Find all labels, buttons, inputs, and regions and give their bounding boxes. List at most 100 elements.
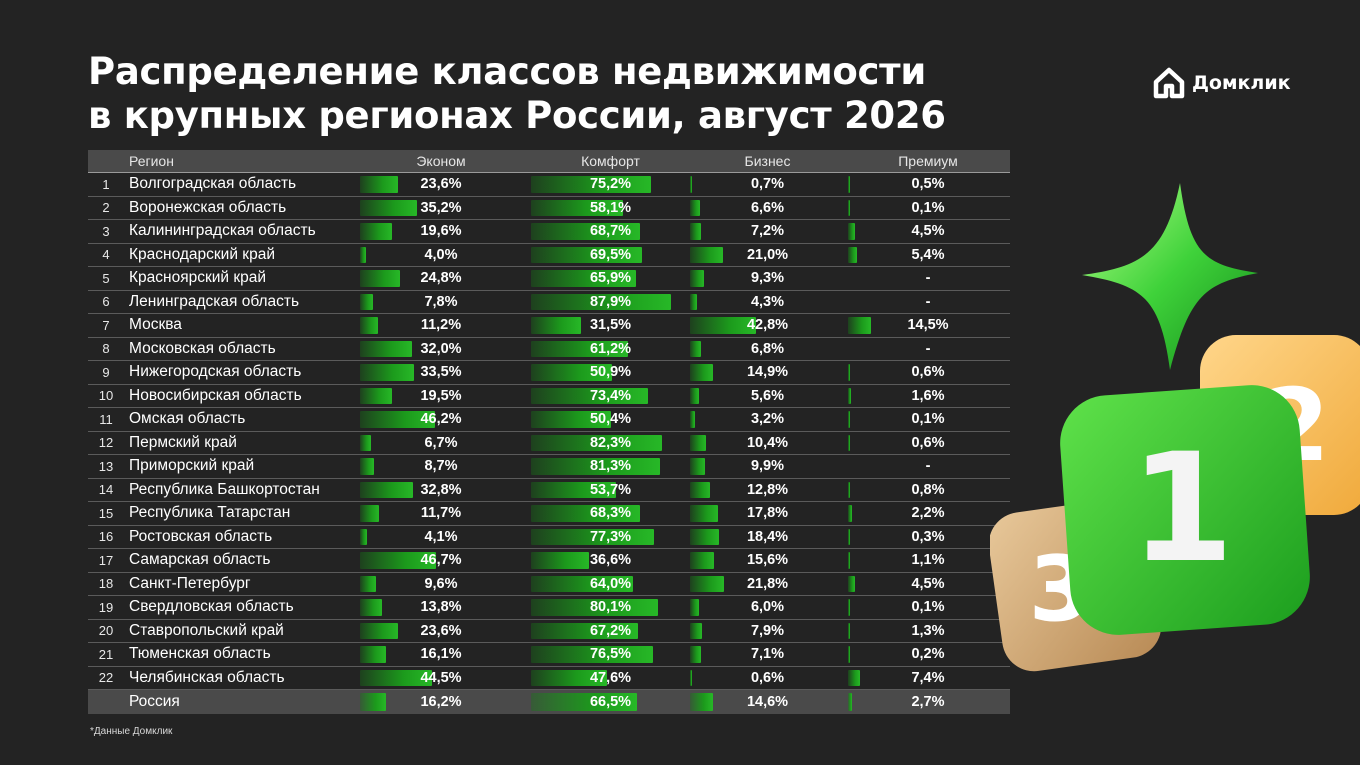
cell-ekonom-value: 13,8% — [420, 599, 462, 616]
cell-komfort: 47,6% — [531, 667, 690, 690]
bar-biznes — [690, 270, 704, 287]
cell-biznes-value: 6,0% — [750, 599, 785, 616]
cell-komfort: 67,2% — [531, 620, 690, 643]
cell-ekonom-value: 8,7% — [424, 458, 458, 475]
cell-premium-value: 0,8% — [911, 481, 945, 498]
row-number — [88, 690, 124, 714]
row-number: 18 — [98, 576, 114, 592]
cell-komfort: 77,3% — [531, 526, 690, 549]
row-region: Волгоградская область — [129, 175, 297, 193]
cell-biznes: 12,8% — [690, 479, 845, 502]
cell-komfort: 65,9% — [531, 267, 690, 290]
row-number: 2 — [102, 200, 110, 216]
table-row: 11 Омская область 46,2% 50,4% 3,2% 0,1% — [88, 408, 1010, 432]
cell-biznes: 7,9% — [690, 620, 845, 643]
bar-ekonom — [360, 693, 386, 711]
row-number: 13 — [98, 458, 114, 474]
cell-premium-value: 0,2% — [911, 646, 945, 663]
cell-biznes-value: 14,9% — [746, 364, 789, 381]
cell-komfort-value: 47,6% — [589, 669, 632, 686]
cell-komfort-value: 50,9% — [589, 364, 632, 381]
row-region: Красноярский край — [129, 269, 267, 287]
cell-biznes-value: 3,2% — [750, 411, 785, 428]
row-region: Россия — [129, 693, 180, 710]
cell-biznes: 21,8% — [690, 573, 845, 596]
row-number: 1 — [102, 176, 110, 192]
bar-ekonom — [360, 176, 398, 193]
bar-biznes — [690, 575, 724, 592]
cell-premium: 5,4% — [848, 244, 1008, 267]
table-row: 16 Ростовская область 4,1% 77,3% 18,4% 0,3% — [88, 526, 1010, 549]
table-row: 22 Челябинская область 44,5% 47,6% 0,6% 7,4% — [88, 667, 1010, 690]
cell-ekonom-value: 23,6% — [420, 176, 462, 193]
bar-ekonom — [360, 270, 400, 287]
cell-premium: - — [848, 455, 1008, 478]
rank-1-label: 1 — [1130, 422, 1234, 596]
cell-premium: - — [848, 267, 1008, 290]
bar-komfort — [531, 176, 651, 193]
row-region: Самарская область — [129, 551, 271, 569]
cell-biznes-value: 5,6% — [750, 387, 785, 404]
cell-biznes-value: 10,4% — [746, 434, 789, 451]
bar-komfort — [531, 575, 633, 592]
cell-biznes-value: 12,8% — [746, 481, 789, 498]
cell-biznes-value: 7,2% — [750, 223, 785, 240]
bar-premium — [848, 669, 860, 686]
cell-biznes-value: 7,1% — [750, 646, 785, 663]
cell-ekonom: 32,8% — [360, 479, 522, 502]
row-region: Санкт-Петербург — [129, 574, 251, 592]
bar-ekonom — [360, 505, 379, 522]
cell-biznes: 0,6% — [690, 667, 845, 690]
rank-1-icon: 1 — [1060, 385, 1310, 635]
row-region: Ростовская область — [129, 527, 273, 545]
cell-premium: 7,4% — [848, 667, 1008, 690]
bar-premium — [848, 176, 850, 193]
cell-premium-value: 1,6% — [911, 387, 945, 404]
header-premium: Премиум — [898, 153, 958, 169]
cell-komfort: 68,3% — [531, 502, 690, 525]
bar-biznes — [690, 176, 692, 193]
cell-ekonom: 6,7% — [360, 432, 522, 455]
bar-komfort — [531, 528, 654, 545]
bar-ekonom — [360, 646, 386, 663]
cell-ekonom-value: 46,2% — [420, 411, 462, 428]
cell-premium-value: 0,3% — [911, 528, 945, 545]
bar-premium — [848, 552, 850, 569]
cell-ekonom: 35,2% — [360, 197, 522, 220]
cell-premium: 14,5% — [848, 314, 1008, 337]
cell-ekonom-value: 6,7% — [424, 434, 458, 451]
bar-premium — [848, 646, 850, 663]
bar-premium — [848, 481, 850, 498]
cell-ekonom-value: 35,2% — [420, 199, 462, 216]
bar-ekonom — [360, 575, 376, 592]
bar-ekonom — [360, 528, 367, 545]
row-number: 21 — [98, 646, 114, 662]
cell-komfort: 82,3% — [531, 432, 690, 455]
logo-text: Домклик — [1192, 72, 1291, 94]
bar-ekonom — [360, 293, 373, 310]
cell-ekonom: 24,8% — [360, 267, 522, 290]
cell-komfort: 81,3% — [531, 455, 690, 478]
bar-premium — [848, 575, 855, 592]
cell-komfort-value: 36,6% — [589, 552, 632, 569]
table-row: 8 Московская область 32,0% 61,2% 6,8% - — [88, 338, 1010, 361]
table-row: 7 Москва 11,2% 31,5% 42,8% 14,5% — [88, 314, 1010, 338]
bar-biznes — [690, 434, 706, 451]
cell-ekonom: 33,5% — [360, 361, 522, 384]
cell-biznes-value: 17,8% — [746, 505, 789, 522]
bar-biznes — [690, 340, 701, 357]
cell-premium-value: 1,1% — [911, 552, 945, 569]
bar-komfort — [531, 434, 662, 451]
bar-biznes — [690, 528, 719, 545]
bar-premium — [848, 599, 850, 616]
cell-komfort-value: 69,5% — [589, 246, 632, 263]
cell-ekonom-value: 44,5% — [420, 669, 462, 686]
cell-ekonom: 8,7% — [360, 455, 522, 478]
cell-premium-value: 0,6% — [911, 434, 945, 451]
bar-premium — [848, 622, 850, 639]
cell-premium-value: 5,4% — [911, 246, 945, 263]
table-row: 21 Тюменская область 16,1% 76,5% 7,1% 0,2% — [88, 643, 1010, 667]
cell-ekonom: 11,2% — [360, 314, 522, 337]
row-number: 12 — [98, 435, 114, 451]
cell-ekonom-value: 19,5% — [420, 387, 462, 404]
